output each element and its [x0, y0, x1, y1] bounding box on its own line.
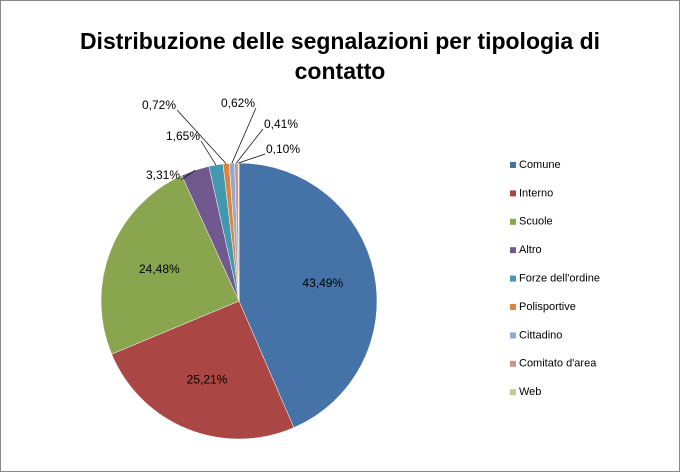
- leader-line: [180, 169, 196, 181]
- data-label: 3,31%: [146, 168, 180, 182]
- legend-label: Scuole: [519, 216, 553, 228]
- legend-label: Interno: [519, 187, 553, 199]
- legend-swatch: [510, 218, 516, 225]
- legend-swatch: [510, 360, 516, 367]
- legend-label: Altro: [519, 244, 542, 256]
- legend-swatch: [510, 304, 516, 310]
- legend-swatch: [510, 190, 516, 197]
- data-label: 1,65%: [166, 129, 200, 143]
- pie-slice: [238, 162, 378, 428]
- legend-label: Web: [519, 386, 541, 398]
- leader-line: [236, 128, 264, 164]
- legend-swatch: [510, 162, 516, 168]
- legend-label: Forze dell'ordine: [519, 273, 600, 285]
- data-label: 0,62%: [221, 96, 255, 110]
- leader-line: [238, 153, 266, 164]
- data-label: 43,49%: [302, 276, 343, 290]
- legend-label: Comitato d'area: [519, 358, 597, 370]
- pie-slice: [100, 175, 240, 355]
- pie-slice: [111, 300, 295, 440]
- leader-line: [200, 140, 217, 166]
- legend-label: Polisportive: [519, 301, 576, 313]
- data-label: 25,21%: [187, 373, 228, 387]
- leader-line: [231, 107, 257, 164]
- data-label: 0,41%: [264, 117, 298, 131]
- data-label: 0,72%: [142, 98, 176, 112]
- data-label: 0,10%: [266, 142, 300, 156]
- legend-swatch: [510, 332, 516, 339]
- leader-line: [176, 109, 227, 164]
- legend-label: Cittadino: [519, 329, 562, 341]
- legend-label: Comune: [519, 159, 561, 171]
- legend-swatch: [510, 389, 516, 396]
- data-label: 24,48%: [139, 262, 180, 276]
- legend-swatch: [510, 247, 516, 254]
- chart-title: Distribuzione delle segnalazioni per tip…: [79, 28, 601, 84]
- legend-swatch: [510, 275, 516, 282]
